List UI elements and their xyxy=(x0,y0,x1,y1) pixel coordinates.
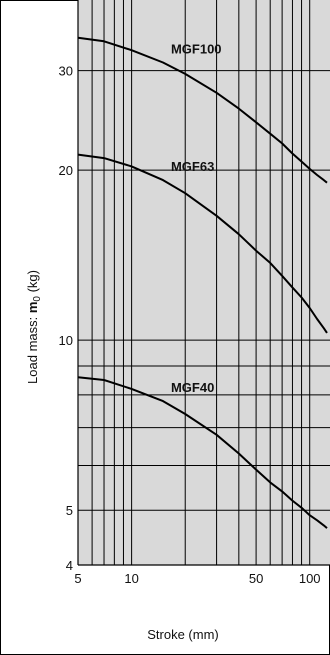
curve-mgf63 xyxy=(77,153,328,334)
curve-mgf40 xyxy=(77,376,328,529)
x-tick-50: 50 xyxy=(249,571,263,586)
curve-mgf100 xyxy=(77,36,328,184)
y-tick-10: 10 xyxy=(59,333,73,348)
x-tick-labels: 5 10 50 100 xyxy=(74,571,320,586)
horizontal-gridlines xyxy=(78,70,330,511)
series-label-mgf100: MGF100 xyxy=(171,42,222,57)
y-tick-4: 4 xyxy=(66,558,73,573)
series-curves xyxy=(77,36,328,529)
series-label-mgf40: MGF40 xyxy=(171,380,214,395)
series-labels: MGF100 MGF63 MGF40 xyxy=(171,42,222,396)
series-label-mgf63: MGF63 xyxy=(171,159,214,174)
y-tick-30: 30 xyxy=(59,64,73,79)
x-tick-5: 5 xyxy=(74,571,81,586)
y-axis-label: Load mass: m0 (kg) xyxy=(25,270,43,384)
vertical-gridlines xyxy=(91,0,311,565)
y-tick-5: 5 xyxy=(66,503,73,518)
x-tick-10: 10 xyxy=(124,571,138,586)
y-tick-labels: 4 5 10 20 30 xyxy=(59,64,73,573)
x-tick-100: 100 xyxy=(299,571,321,586)
x-axis-label: Stroke (mm) xyxy=(147,627,219,642)
y-tick-20: 20 xyxy=(59,163,73,178)
